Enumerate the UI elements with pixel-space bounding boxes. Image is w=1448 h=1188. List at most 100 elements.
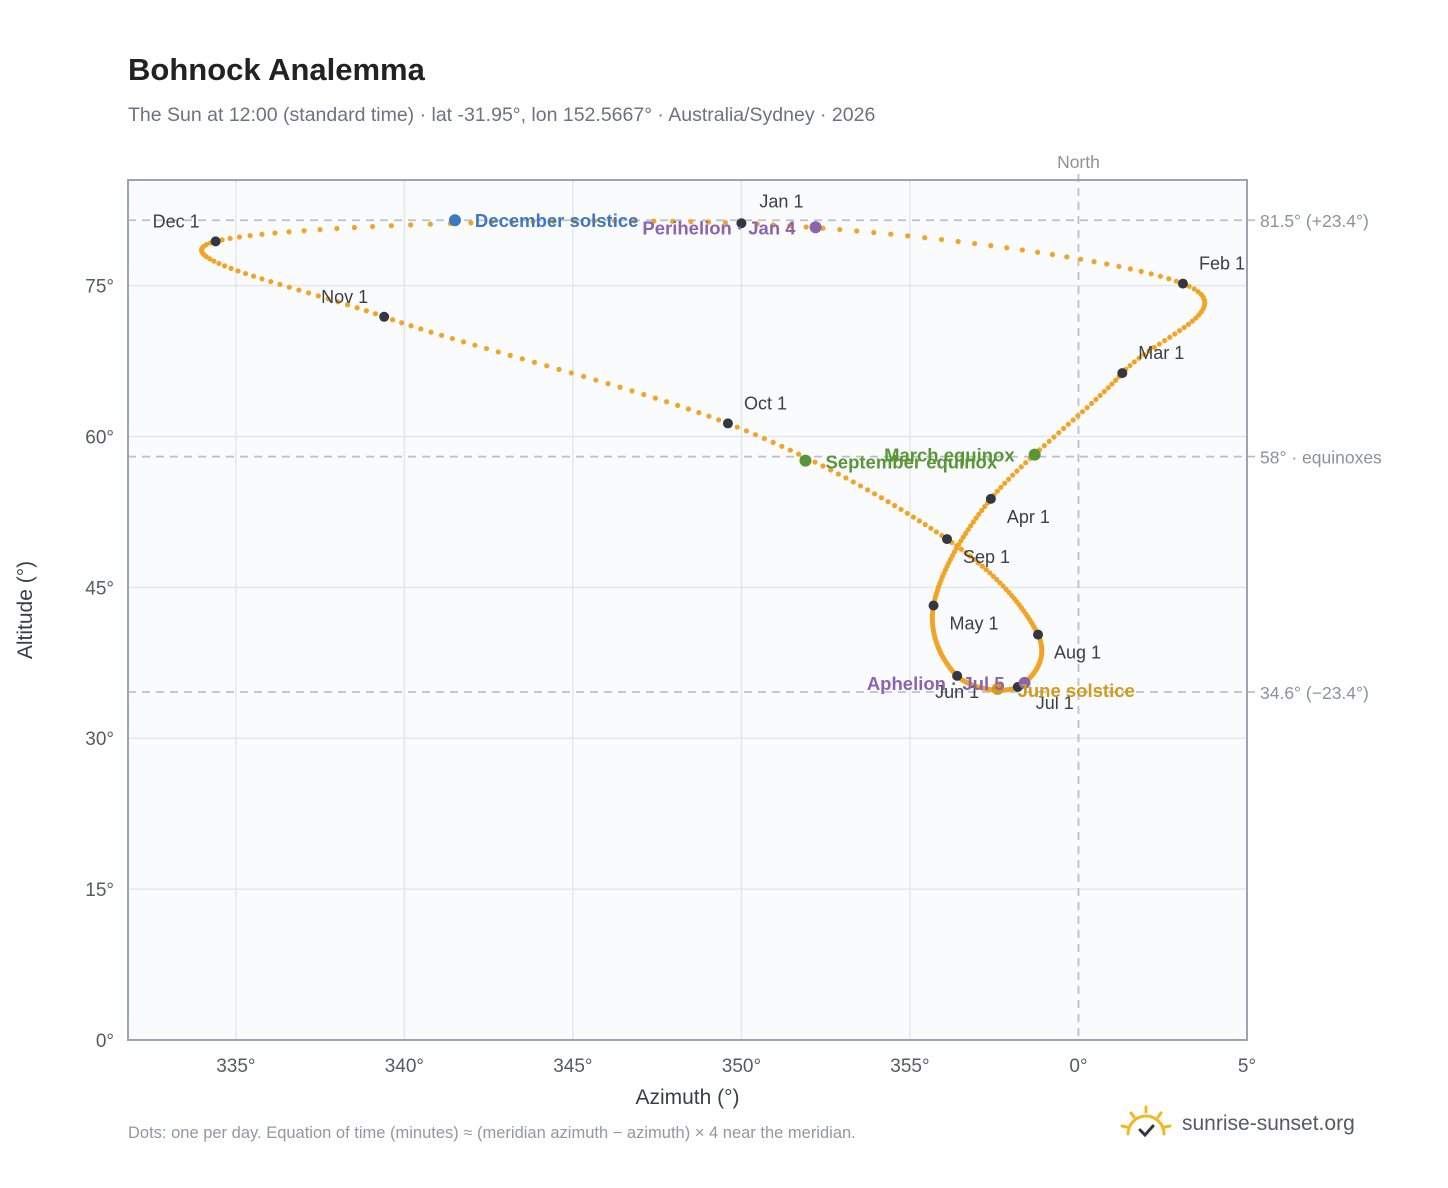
daily-sun-dot [1078,256,1084,262]
daily-sun-dot [1127,362,1133,369]
daily-sun-dot [211,258,217,264]
daily-sun-dot [509,219,515,225]
month-label: Jun 1 [935,682,979,702]
daily-sun-dot [979,507,985,514]
daily-sun-dot [982,503,988,510]
daily-sun-dot [1064,254,1070,260]
month-label: Mar 1 [1138,343,1184,363]
daily-sun-dot [910,514,917,520]
daily-sun-dot [1051,434,1057,440]
daily-sun-dot [1056,430,1062,436]
daily-sun-dot [219,237,225,243]
daily-sun-dot [812,459,818,465]
month-label: Apr 1 [1007,507,1050,527]
daily-sun-dot [272,230,278,236]
month-label: Jul 1 [1036,693,1074,713]
daily-sun-dot [390,317,396,323]
daily-sun-dot [960,534,966,540]
daily-sun-dot [820,463,826,469]
daily-sun-dot [507,352,513,358]
daily-sun-dot [531,359,538,365]
daily-sun-dot [664,399,670,405]
daily-sun-dot [1075,413,1081,419]
daily-sun-dot [1189,318,1195,324]
daily-sun-dot [1060,425,1067,432]
daily-sun-dot [1113,377,1119,383]
daily-sun-dot [1079,409,1086,415]
daily-sun-dot [1162,338,1168,344]
daily-sun-dot [922,522,928,528]
y-tick-label: 0° [96,1031,114,1052]
event-marker [1018,676,1031,689]
daily-sun-dot [277,281,283,288]
daily-sun-dot [530,218,536,225]
daily-sun-dot [1014,468,1020,474]
month-marker [379,311,390,322]
event-marker [809,221,822,234]
daily-sun-dot [670,218,676,224]
daily-sun-dot [495,349,501,355]
event-label: September equinox [825,452,997,473]
daily-sun-dot [605,381,611,387]
daily-sun-dot [222,263,228,269]
event-label: June solstice [1018,680,1135,701]
daily-sun-dot [850,479,856,485]
daily-sun-dot [1157,273,1164,279]
daily-sun-dot [259,231,265,237]
x-axis-title: Azimuth (°) [635,1086,739,1109]
daily-sun-dot [1023,460,1029,466]
daily-sun-dot [1004,245,1010,251]
daily-sun-dot [973,515,979,521]
daily-sun-dot [898,506,904,513]
month-marker [736,218,747,229]
month-marker [942,534,953,545]
daily-sun-dot [247,233,253,239]
x-tick-label: 0° [1069,1056,1087,1077]
daily-sun-dot [629,388,635,394]
month-label: Nov 1 [321,287,368,307]
daily-sun-dot [581,373,587,380]
month-marker [1033,629,1044,640]
month-label: Jan 1 [759,191,803,211]
daily-sun-dot [994,576,1000,583]
daily-sun-dot [970,519,976,525]
daily-sun-dot [550,218,557,224]
daily-sun-dot [963,530,969,536]
daily-sun-dot [286,229,292,235]
daily-sun-dot [556,366,562,372]
reference-line-label: 34.6° (−23.4°) [1260,683,1369,703]
chart-subtitle: The Sun at 12:00 (standard time) · lat -… [128,104,876,126]
daily-sun-dot [325,296,331,302]
daily-sun-dot [835,471,841,477]
daily-sun-dot [928,525,934,531]
daily-sun-dot [1151,344,1157,351]
daily-sun-dot [685,406,692,412]
daily-sun-dot [472,342,478,348]
daily-sun-dot [315,293,321,299]
daily-sun-dot [675,402,681,408]
brand[interactable]: sunrise-sunset.org [1120,1104,1355,1144]
daily-sun-dot [1035,249,1041,255]
daily-sun-dot [483,345,490,352]
daily-sun-dot [1156,341,1163,347]
daily-sun-dot [1109,381,1115,387]
daily-sun-dot [1116,263,1122,270]
daily-sun-dot [954,543,960,549]
daily-sun-dot [1136,355,1142,361]
daily-sun-dot [1006,476,1012,482]
daily-sun-dot [236,234,243,240]
daily-sun-dot [857,483,864,489]
month-label: Sep 1 [963,547,1010,567]
daily-sun-dot [372,311,379,317]
daily-sun-dot [820,225,826,231]
daily-sun-dot [335,299,341,305]
daily-sun-dot [965,527,971,533]
daily-sun-dot [1177,328,1183,334]
daily-sun-dot [612,218,618,224]
daily-sun-dot [334,225,340,232]
footnote: Dots: one per day. Equation of time (min… [128,1124,856,1142]
daily-sun-dot [651,218,657,224]
month-label: Oct 1 [744,393,787,413]
daily-sun-dot [997,580,1003,586]
